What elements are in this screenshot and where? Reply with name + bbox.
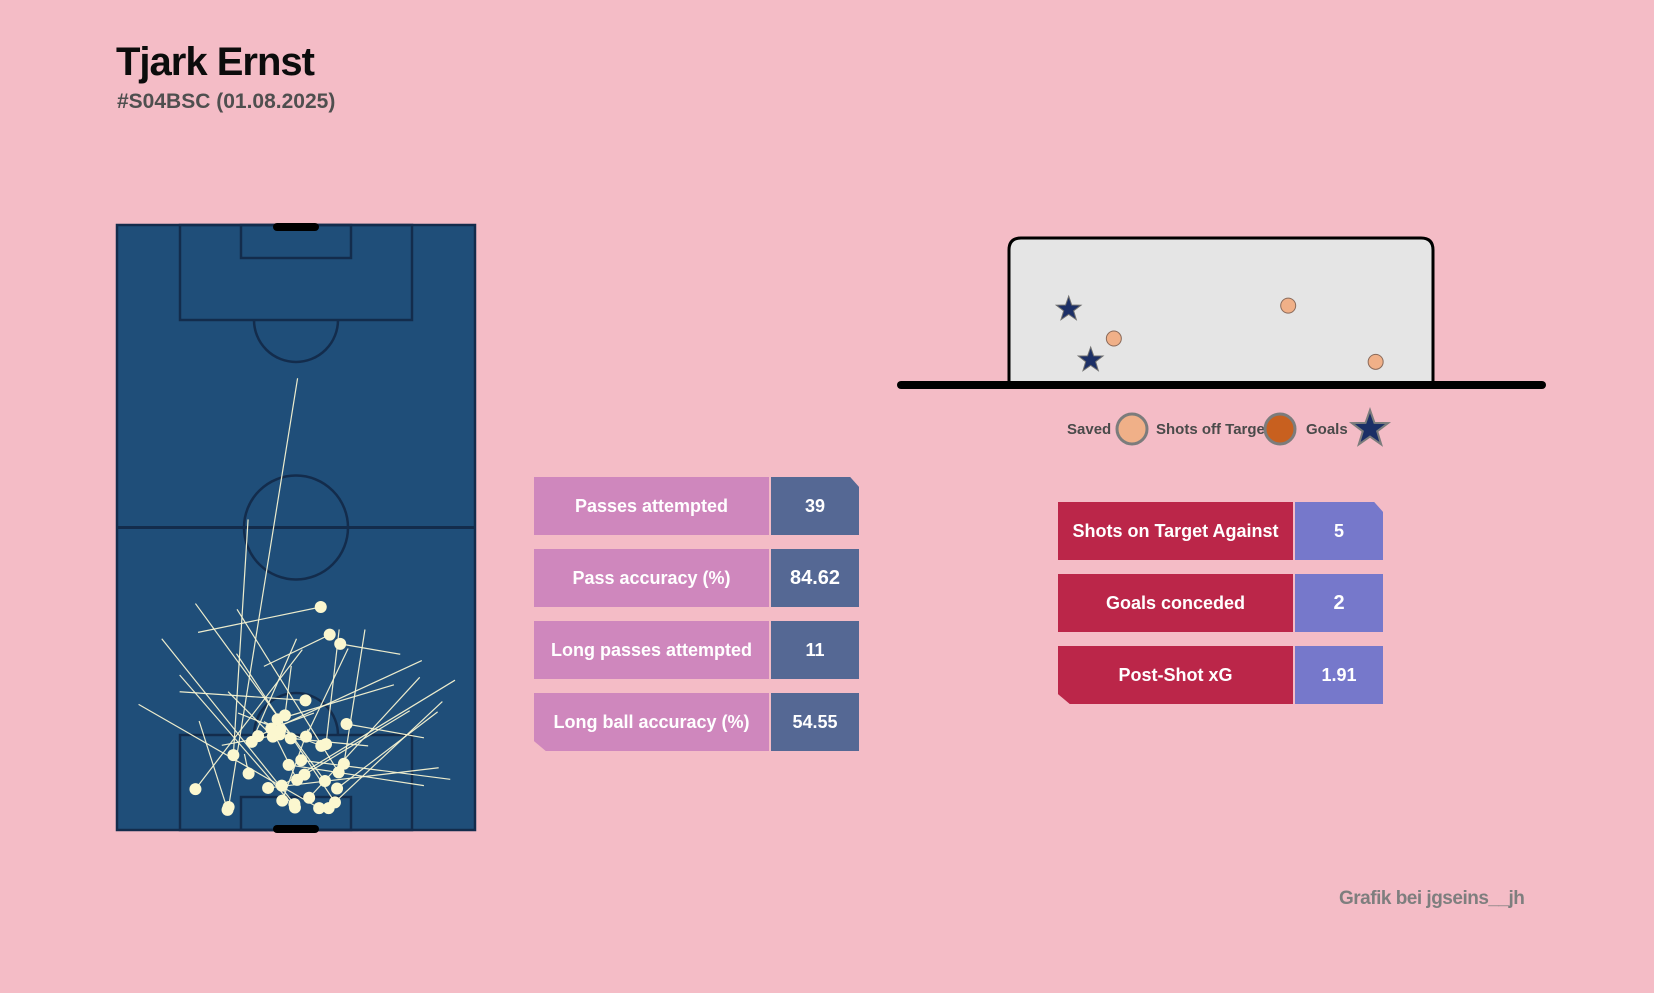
graphic-credit: Grafik bei jgseins__jh [1339, 888, 1525, 909]
pass-start-point [221, 803, 234, 816]
legend-label-off-target: Shots off Target [1156, 421, 1270, 438]
pass-line [273, 734, 298, 781]
legend-off-target-marker [1263, 412, 1297, 446]
legend-saved-marker [1115, 412, 1149, 446]
stat-value: 2 [1295, 574, 1383, 632]
stat-row-passes-attempted: Passes attempted 39 [534, 477, 859, 535]
pass-line [194, 603, 326, 782]
pass-start-point [331, 782, 344, 795]
pass-start-point [323, 628, 336, 641]
stat-row-goals-conceded: Goals conceded 2 [1058, 574, 1383, 632]
stat-label: Passes attempted [534, 477, 769, 535]
stat-label: Long passes attempted [534, 621, 769, 679]
pass-start-point [299, 694, 312, 707]
pass-start-point [300, 730, 313, 743]
pass-start-point [227, 749, 240, 762]
pass-line [304, 710, 411, 776]
stat-row-long-passes-attempted: Long passes attempted 11 [534, 621, 859, 679]
pass-start-point [284, 732, 297, 745]
stat-row-long-ball-accuracy: Long ball accuracy (%) 54.55 [534, 693, 859, 751]
pass-start-point [315, 739, 328, 752]
saved-shot-point [1105, 330, 1122, 347]
pass-line [328, 701, 443, 809]
legend-goal-star-icon [1348, 406, 1392, 447]
goal-shot-star [1054, 294, 1083, 321]
stat-value: 39 [771, 477, 859, 535]
shot-legend: Saved Shots off Target Goals [1067, 406, 1392, 447]
bottom-penalty-arc [252, 691, 340, 736]
stat-label: Goals conceded [1058, 574, 1293, 632]
pass-start-point [271, 713, 284, 726]
pass-start-point [288, 801, 301, 814]
pass-line [336, 711, 438, 789]
pass-start-point [318, 775, 331, 788]
saved-shot-point [1367, 353, 1384, 370]
stat-label: Post-Shot xG [1058, 646, 1293, 704]
stat-label: Shots on Target Against [1058, 502, 1293, 560]
pass-line [346, 723, 425, 739]
legend-label-goals: Goals [1306, 421, 1348, 438]
pass-line [277, 684, 395, 720]
stat-row-post-shot-xg: Post-Shot xG 1.91 [1058, 646, 1383, 704]
stat-value: 54.55 [771, 693, 859, 751]
centre-circle [242, 474, 350, 581]
pitch [115, 223, 477, 833]
pass-start-point [340, 717, 353, 730]
pass-start-point [252, 730, 265, 743]
pass-start-point [295, 754, 308, 767]
pass-start-point [313, 802, 326, 815]
pass-start-point [275, 779, 288, 792]
stat-value: 84.62 [771, 549, 859, 607]
pass-line [197, 606, 321, 633]
pass-line [340, 643, 401, 655]
pass-line [179, 674, 296, 808]
pass-start-point [265, 722, 278, 735]
pass-start-point [322, 802, 335, 815]
pass-start-point [314, 601, 327, 614]
pass-line [288, 764, 425, 787]
pass-start-point [242, 767, 255, 780]
pass-start-point [282, 758, 295, 771]
page-title: Tjark Ernst [116, 40, 315, 84]
goal-shot-star [1076, 345, 1105, 372]
goal-frame [1007, 236, 1435, 386]
pass-start-point [332, 766, 345, 779]
pass-start-point [334, 637, 347, 650]
pass-line [232, 519, 249, 756]
pass-line [263, 634, 330, 667]
pass-line [251, 638, 298, 743]
pass-line [161, 638, 295, 805]
legend-label-saved: Saved [1067, 421, 1111, 438]
pass-line [284, 665, 292, 716]
stat-label: Pass accuracy (%) [534, 549, 769, 607]
pass-start-point [189, 783, 202, 796]
shot-markers [1054, 294, 1384, 372]
stat-row-shots-on-target-against: Shots on Target Against 5 [1058, 502, 1383, 560]
pass-start-point [273, 728, 286, 741]
pass-start-points [189, 601, 353, 816]
saved-shot-point [1280, 297, 1297, 314]
pass-line [301, 759, 451, 780]
pass-line [179, 691, 306, 701]
stat-label: Long ball accuracy (%) [534, 693, 769, 751]
stat-value: 11 [771, 621, 859, 679]
stat-value: 5 [1295, 502, 1383, 560]
pass-start-point [337, 757, 350, 770]
top-penalty-arc [252, 319, 340, 364]
pass-line [194, 649, 303, 790]
page-subtitle: #S04BSC (01.08.2025) [117, 90, 336, 113]
pass-start-point [303, 791, 316, 804]
pass-line [305, 648, 349, 737]
pass-start-point [262, 781, 275, 794]
stat-row-pass-accuracy: Pass accuracy (%) 84.62 [534, 549, 859, 607]
pass-start-point [276, 794, 289, 807]
stat-value: 1.91 [1295, 646, 1383, 704]
pass-start-point [291, 773, 304, 786]
